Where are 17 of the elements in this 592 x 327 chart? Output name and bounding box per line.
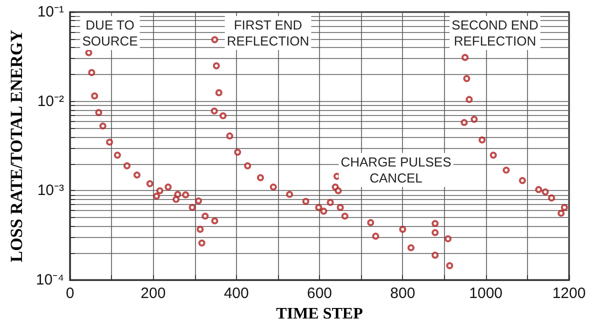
x-tick-label: 600 — [307, 285, 332, 302]
x-tick-label: 0 — [66, 285, 74, 302]
annotation: FIRST END REFLECTION — [226, 18, 310, 48]
y-tick-label: 10⁻¹ — [37, 4, 64, 20]
x-tick-label: 800 — [390, 285, 416, 302]
y-axis-title: LOSS RATE/TOTAL ENERGY — [7, 30, 26, 262]
x-tick-label: 400 — [224, 285, 249, 302]
y-tick-label: 10⁻³ — [37, 182, 64, 200]
x-tick-label: 200 — [140, 285, 166, 302]
annotation: SECOND END REFLECTION — [452, 18, 538, 48]
annotation: DUE TO SOURCE — [82, 18, 138, 48]
x-tick-label: 1000 — [469, 285, 503, 302]
x-tick-label: 1200 — [552, 285, 586, 302]
y-tick-label: 10⁻⁴ — [36, 272, 64, 289]
annotation: CHARGE PULSES CANCEL — [340, 154, 452, 186]
y-tick-label: 10⁻² — [37, 92, 64, 110]
x-axis-title: TIME STEP — [276, 306, 364, 322]
